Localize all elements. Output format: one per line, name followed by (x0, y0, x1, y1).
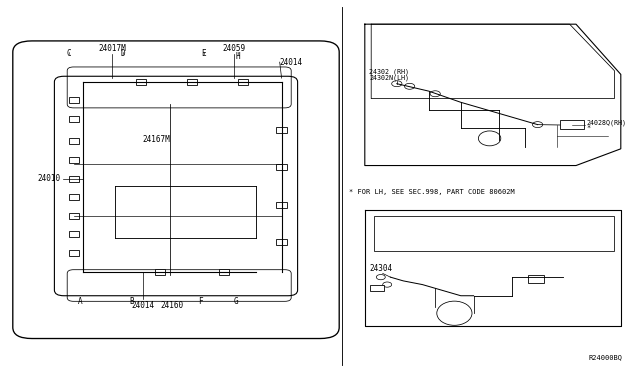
Text: 24160: 24160 (160, 301, 183, 310)
Text: 24302N(LH): 24302N(LH) (369, 74, 410, 81)
Bar (69, 116, 79, 122)
Text: H: H (236, 52, 241, 61)
Circle shape (383, 282, 392, 287)
Bar (69, 231, 79, 237)
Text: *: * (586, 125, 591, 131)
Bar (69, 176, 79, 182)
Bar (276, 202, 287, 208)
Circle shape (430, 91, 440, 97)
Bar (560, 120, 584, 129)
Text: A: A (77, 297, 83, 306)
Text: 24014: 24014 (280, 58, 303, 67)
Circle shape (532, 122, 543, 128)
Bar (276, 127, 287, 133)
Text: 24059: 24059 (222, 44, 245, 53)
Text: R24000BQ: R24000BQ (588, 354, 622, 360)
Text: 24302 (RH): 24302 (RH) (369, 69, 410, 75)
Bar (219, 269, 229, 275)
Bar (528, 275, 544, 283)
Text: 24028Q(RH): 24028Q(RH) (586, 119, 626, 126)
Bar (187, 79, 197, 85)
Text: C: C (67, 49, 72, 58)
Bar (370, 285, 384, 291)
Bar (136, 79, 146, 85)
Text: 24304: 24304 (369, 264, 392, 273)
Bar (69, 97, 79, 103)
Circle shape (392, 81, 402, 87)
Circle shape (376, 275, 385, 280)
Bar (155, 269, 165, 275)
Bar (69, 138, 79, 144)
Text: * FOR LH, SEE SEC.998, PART CODE 80602M: * FOR LH, SEE SEC.998, PART CODE 80602M (349, 189, 515, 195)
Text: B: B (129, 297, 134, 306)
Text: 24167M: 24167M (143, 135, 171, 144)
Bar (69, 250, 79, 256)
Text: F: F (198, 297, 203, 306)
Circle shape (404, 83, 415, 89)
Text: 24017M: 24017M (98, 44, 126, 53)
Bar (374, 216, 614, 251)
Bar (69, 194, 79, 200)
Bar (69, 157, 79, 163)
Text: 24014: 24014 (132, 301, 155, 310)
Bar (276, 164, 287, 170)
Text: E: E (201, 49, 206, 58)
Text: D: D (120, 49, 125, 58)
Bar (276, 239, 287, 245)
Text: 24010: 24010 (37, 174, 60, 183)
Text: G: G (233, 297, 238, 306)
Bar (69, 213, 79, 219)
Bar (238, 79, 248, 85)
